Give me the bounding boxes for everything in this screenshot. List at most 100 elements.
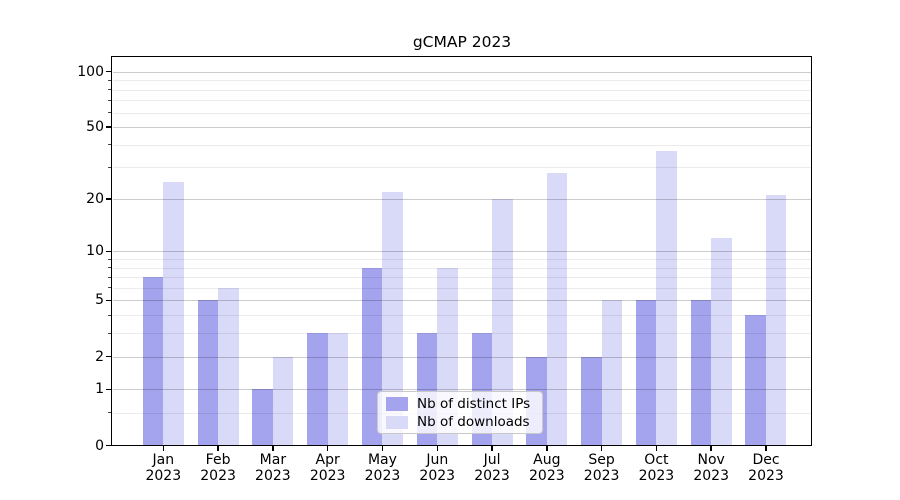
y-tick	[105, 299, 111, 302]
y-minor-tick	[108, 79, 111, 81]
x-tick-label: Aug 2023	[529, 452, 565, 484]
y-tick	[105, 126, 111, 128]
bar-ips-dec	[745, 315, 766, 446]
y-tick-label: 2	[95, 348, 104, 365]
minor-gridline	[112, 287, 812, 289]
x-tick-label: Jul 2023	[474, 452, 510, 484]
x-tick-label: Feb 2023	[200, 452, 236, 484]
legend: Nb of distinct IPs Nb of downloads	[377, 390, 543, 434]
major-gridline	[112, 198, 812, 200]
x-tick-label: Apr 2023	[309, 452, 346, 484]
x-tick	[765, 445, 767, 451]
y-tick-label: 10	[86, 243, 104, 260]
y-tick-label: 100	[77, 63, 104, 80]
bar-downloads-jul	[492, 198, 513, 446]
bar-ips-oct	[635, 300, 657, 446]
legend-label: Nb of downloads	[417, 414, 530, 431]
y-minor-tick	[108, 144, 111, 146]
bar-ips-mar	[252, 389, 273, 446]
y-tick	[105, 355, 111, 358]
x-tick	[272, 445, 274, 451]
bar-downloads-dec	[765, 195, 787, 446]
x-tick	[162, 445, 165, 451]
minor-gridline	[112, 315, 812, 317]
x-tick-label: Sep 2023	[583, 452, 620, 484]
x-tick-label: Oct 2023	[638, 452, 675, 484]
legend-label: Nb of distinct IPs	[417, 395, 531, 412]
y-minor-tick	[108, 89, 111, 91]
bar-downloads-mar	[272, 356, 294, 446]
x-tick	[600, 445, 603, 451]
minor-gridline	[112, 267, 812, 269]
x-tick	[381, 445, 384, 451]
bar-ips-sep	[581, 356, 602, 446]
y-tick-label: 50	[86, 119, 104, 136]
y-minor-tick	[108, 258, 111, 260]
y-tick	[105, 70, 111, 73]
minor-gridline	[112, 80, 812, 82]
minor-gridline	[112, 333, 812, 335]
x-tick-label: Nov 2023	[693, 452, 729, 484]
major-gridline	[112, 71, 812, 73]
major-gridline	[112, 127, 812, 129]
major-gridline	[112, 356, 812, 358]
bar-downloads-jan	[163, 181, 184, 446]
x-tick	[546, 445, 548, 451]
legend-item: Nb of downloads	[386, 413, 542, 432]
x-tick	[217, 445, 219, 451]
x-tick	[710, 445, 712, 451]
y-minor-tick	[108, 112, 111, 114]
bar-ips-apr	[307, 333, 328, 446]
y-tick	[105, 198, 111, 200]
bar-downloads-apr	[327, 333, 349, 446]
y-minor-tick	[108, 166, 111, 168]
bar-downloads-oct	[656, 150, 677, 446]
y-minor-tick	[108, 314, 111, 316]
y-minor-tick	[108, 332, 111, 334]
x-tick	[436, 445, 438, 451]
bar-downloads-sep	[601, 300, 623, 446]
y-minor-tick	[108, 412, 111, 414]
y-tick	[105, 250, 111, 253]
y-tick-label: 1	[95, 381, 104, 398]
minor-gridline	[112, 112, 812, 114]
bar-downloads-aug	[546, 172, 568, 446]
minor-gridline	[112, 100, 812, 102]
x-tick-label: Dec 2023	[748, 452, 784, 484]
major-gridline	[112, 300, 812, 302]
x-tick-label: Jan 2023	[145, 452, 182, 484]
bar-ips-jan	[142, 277, 164, 446]
y-tick-label: 5	[95, 292, 104, 309]
major-gridline	[112, 251, 812, 253]
bar-ips-feb	[197, 300, 219, 446]
bar-downloads-nov	[711, 237, 732, 446]
legend-swatch-downloads	[386, 415, 408, 429]
y-tick	[105, 388, 111, 391]
x-tick-label: May 2023	[364, 452, 401, 484]
y-tick-label: 0	[95, 437, 104, 454]
x-tick	[326, 445, 329, 451]
minor-gridline	[112, 167, 812, 169]
y-minor-tick	[108, 276, 111, 278]
minor-gridline	[112, 277, 812, 279]
chart-title: gCMAP 2023	[412, 33, 512, 51]
x-tick-label: Mar 2023	[255, 452, 291, 484]
bar-ips-nov	[690, 300, 712, 446]
y-tick	[105, 444, 111, 447]
minor-gridline	[112, 259, 812, 260]
x-tick-label: Jun 2023	[419, 452, 456, 484]
x-tick	[491, 445, 493, 451]
x-tick	[655, 445, 658, 451]
y-minor-tick	[108, 287, 111, 289]
y-minor-tick	[108, 99, 111, 101]
legend-item: Nb of distinct IPs	[386, 395, 542, 414]
minor-gridline	[112, 144, 812, 146]
y-tick-label: 20	[86, 190, 104, 207]
legend-swatch-ips	[386, 397, 408, 411]
bar-downloads-feb	[218, 287, 239, 446]
bar-downloads-may	[382, 191, 403, 446]
major-gridline	[112, 389, 812, 391]
minor-gridline	[112, 89, 812, 91]
y-minor-tick	[108, 267, 111, 269]
